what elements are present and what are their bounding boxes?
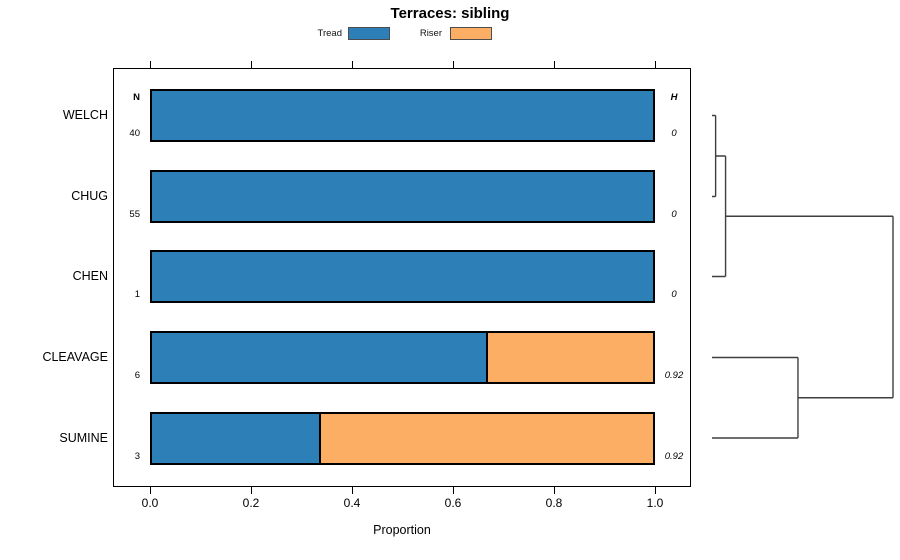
category-label: CHEN	[72, 269, 108, 283]
tread-segment	[152, 91, 653, 140]
category-label: SUMINE	[59, 430, 108, 445]
x-tick-mark	[352, 487, 353, 494]
legend-label-riser: Riser	[419, 28, 442, 39]
bar-row: CLEAVAGE 6 0.92	[0, 331, 900, 384]
n-value: 6	[134, 370, 140, 381]
x-axis-title: Proportion	[373, 523, 431, 537]
plot-area-border	[113, 68, 691, 487]
x-tick-label: 0.0	[141, 496, 159, 510]
legend-swatch-riser-icon	[450, 27, 492, 40]
h-value: 0.92	[664, 370, 684, 381]
x-tick-mark	[251, 61, 252, 68]
x-tick-label: 0.2	[242, 496, 260, 510]
x-tick-label: 0.8	[545, 496, 563, 510]
x-tick-mark	[554, 487, 555, 494]
n-value: 1	[134, 289, 140, 300]
dendrogram-lines	[712, 114, 894, 439]
bar-row: WELCH 40 0	[0, 89, 900, 142]
x-tick-label: 1.0	[646, 496, 664, 510]
legend-label-tread: Tread	[317, 28, 342, 39]
category-label: CHUG	[71, 189, 108, 203]
bar-row: CHEN 1 0	[0, 250, 900, 303]
x-tick-mark	[150, 487, 151, 494]
tread-segment	[152, 413, 319, 463]
h-value: 0.92	[664, 450, 684, 462]
tread-segment	[152, 333, 487, 382]
h-column-header: H	[670, 92, 678, 103]
stacked-bar	[150, 250, 655, 303]
x-tick-mark	[150, 61, 151, 68]
x-tick-label: 0.4	[343, 496, 361, 510]
x-tick-mark	[655, 61, 656, 68]
n-column-header: N	[133, 92, 140, 103]
category-label: WELCH	[62, 108, 108, 122]
x-tick-mark	[352, 61, 353, 68]
chart-title: Terraces: sibling	[390, 5, 510, 22]
x-tick-mark	[554, 61, 555, 68]
category-label: CLEAVAGE	[42, 350, 108, 364]
x-tick-label: 0.6	[444, 496, 462, 510]
n-value: 3	[134, 450, 140, 462]
tread-segment	[152, 252, 653, 301]
riser-segment	[318, 413, 653, 463]
stacked-bar	[150, 331, 655, 384]
tread-segment	[152, 172, 653, 221]
n-value: 55	[129, 209, 140, 220]
x-tick-mark	[453, 487, 454, 494]
stacked-bar	[150, 170, 655, 223]
x-tick-mark	[453, 61, 454, 68]
h-value: 0	[671, 209, 677, 220]
x-tick-mark	[251, 487, 252, 494]
stacked-bar	[150, 89, 655, 142]
riser-segment	[486, 333, 653, 382]
x-tick-mark	[655, 487, 656, 494]
bar-row: CHUG 55 0	[0, 170, 900, 223]
h-value: 0	[671, 289, 677, 300]
stacked-bar	[150, 411, 655, 465]
n-value: 40	[129, 128, 140, 139]
h-value: 0	[671, 128, 677, 139]
legend-swatch-tread-icon	[348, 27, 390, 40]
bar-row: SUMINE 3 0.92	[0, 411, 900, 465]
